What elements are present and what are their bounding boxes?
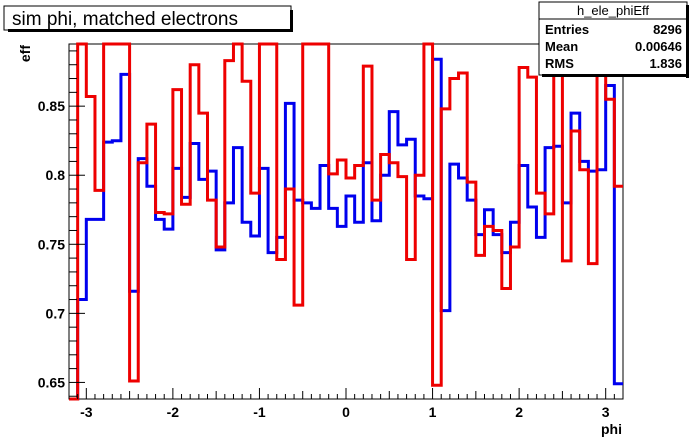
- x-tick-label: -2: [167, 404, 180, 420]
- x-tick-label: -1: [253, 404, 266, 420]
- y-tick-label: 0.85: [38, 98, 65, 114]
- y-tick-label: 0.8: [46, 167, 66, 183]
- x-axis-label: phi: [601, 421, 622, 437]
- stats-value-entries: 8296: [653, 22, 682, 37]
- chart-title: sim phi, matched electrons: [12, 9, 238, 30]
- y-tick-label: 0.75: [38, 236, 65, 252]
- stats-label-rms: RMS: [545, 56, 574, 71]
- series-line-1: [69, 42, 623, 401]
- x-tick-label: 3: [602, 404, 610, 420]
- x-tick-label: -3: [80, 404, 93, 420]
- y-tick-label: 0.65: [38, 374, 65, 390]
- x-tick-label: 0: [342, 404, 350, 420]
- x-axis: -3 -2 -1 0 1 2 3: [68, 388, 624, 420]
- y-tick-label: 0.7: [46, 305, 66, 321]
- y-axis: 0.65 0.7 0.75 0.8 0.85: [38, 50, 85, 397]
- stats-label-mean: Mean: [545, 39, 578, 54]
- stats-name: h_ele_phiEff: [577, 3, 649, 18]
- stats-value-mean: 0.00646: [635, 39, 682, 54]
- stats-value-rms: 1.836: [649, 56, 682, 71]
- series-layer: [69, 42, 623, 401]
- title-box: sim phi, matched electrons: [3, 5, 293, 32]
- stats-label-entries: Entries: [545, 22, 589, 37]
- x-tick-label: 2: [515, 404, 523, 420]
- x-tick-label: 1: [429, 404, 437, 420]
- y-axis-label: eff: [17, 45, 33, 62]
- series-line-0: [69, 57, 623, 401]
- stats-box: h_ele_phiEff Entries 8296 Mean 0.00646 R…: [538, 1, 689, 78]
